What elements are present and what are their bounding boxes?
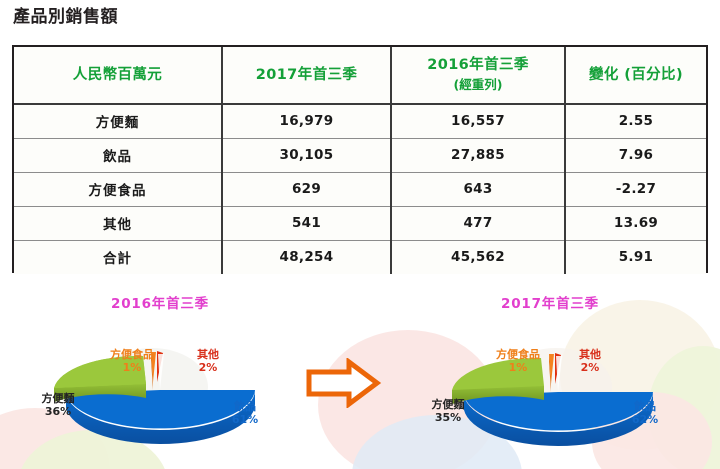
pie-canvas [400, 332, 700, 467]
pie-label-value: 2% [580, 361, 600, 374]
pie-chart-title: 2016年首三季 [111, 296, 209, 312]
row-label: 飲品 [14, 138, 223, 173]
table-row: 方便麵 16,979 16,557 2.55 [14, 104, 706, 139]
pie-label-food: 方便食品 1% [486, 348, 550, 374]
pie-slice-drink [464, 392, 653, 431]
cell-2016: 477 [391, 206, 566, 241]
cell-2016: 16,557 [391, 104, 566, 139]
pie-label-name: 方便食品 [496, 348, 540, 361]
column-header-text: 人民幣百萬元 [72, 66, 163, 83]
pie-slice-food [151, 352, 156, 382]
column-header-text: 2016年首三季 [427, 57, 529, 73]
pie-canvas [10, 332, 310, 467]
pie-label-name: 飲品 [634, 400, 656, 413]
pie-label-name: 飲品 [234, 400, 256, 413]
table-row: 飲品 30,105 27,885 7.96 [14, 138, 706, 173]
pie-label-name: 方便麵 [431, 398, 465, 411]
pie-chart-2017: 2017年首三季 [400, 292, 700, 467]
pie-label-value: 36% [44, 405, 72, 418]
cell-2016: 643 [391, 172, 566, 207]
pie-svg-2017 [452, 353, 653, 446]
table-row-total: 合計 48,254 45,562 5.91 [14, 240, 706, 274]
pie-slice-drink-side [464, 392, 653, 446]
cell-2017: 16,979 [222, 104, 392, 139]
column-header-subtext: (經重列) [453, 77, 503, 92]
cell-change: 7.96 [565, 138, 706, 173]
column-header-text: 變化 (百分比) [588, 66, 683, 83]
pie-slice-food-side [151, 352, 153, 390]
pie-label-value: 2% [198, 361, 218, 374]
pie-slice-food-side [549, 354, 551, 392]
pie-gap [556, 356, 562, 392]
pie-label-drink: 飲品 61% [222, 400, 268, 426]
table-header-row: 人民幣百萬元 2017年首三季 2016年首三季 (經重列) 變化 (百分比) [14, 47, 706, 105]
right-arrow-icon [305, 357, 385, 409]
pie-label-food: 方便食品 1% [100, 348, 164, 374]
cell-2017: 541 [222, 206, 392, 241]
cell-change: 2.55 [565, 104, 706, 139]
pie-slice-drink-side [66, 390, 255, 444]
column-header-change: 變化 (百分比) [565, 47, 706, 105]
pie-label-value: 62% [631, 413, 659, 426]
column-header-text: 2017年首三季 [255, 66, 358, 83]
page-title: 產品別銷售額 [13, 7, 118, 27]
pie-label-value: 61% [231, 413, 259, 426]
cell-2017: 629 [222, 172, 392, 207]
pie-slice-noodle [54, 355, 146, 388]
row-label: 合計 [14, 240, 223, 274]
cell-2017: 30,105 [222, 138, 392, 173]
pie-chart-2016: 2016年首三季 [10, 292, 310, 467]
pie-label-noodle: 方便麵 36% [28, 392, 88, 418]
cell-2017: 48,254 [222, 240, 392, 274]
pie-gap [158, 354, 164, 390]
pie-slice-drink [66, 390, 255, 429]
cell-change: -2.27 [565, 172, 706, 207]
cell-change: 5.91 [618, 249, 654, 266]
pie-label-value: 1% [508, 361, 528, 374]
row-label: 其他 [14, 206, 223, 241]
pie-svg-2016 [54, 351, 255, 444]
table-row: 方便食品 629 643 -2.27 [14, 172, 706, 207]
column-header-unit: 人民幣百萬元 [14, 47, 223, 105]
pie-label-other: 其他 2% [570, 348, 610, 374]
pie-chart-title: 2017年首三季 [501, 296, 599, 312]
pie-label-noodle: 方便麵 35% [418, 398, 478, 424]
row-label: 方便麵 [14, 104, 223, 139]
pie-label-name: 其他 [197, 348, 219, 361]
column-header-2017: 2017年首三季 [222, 47, 392, 105]
pie-label-other: 其他 2% [188, 348, 228, 374]
pie-label-value: 35% [434, 411, 462, 424]
sales-by-product-table: 人民幣百萬元 2017年首三季 2016年首三季 (經重列) 變化 (百分比) [12, 45, 708, 274]
pie-slice-food [549, 354, 554, 384]
cell-change: 13.69 [565, 206, 706, 241]
pie-label-name: 方便食品 [110, 348, 154, 361]
pie-label-drink: 飲品 62% [622, 400, 668, 426]
pie-slice-noodle [452, 357, 544, 390]
table-row: 其他 541 477 13.69 [14, 206, 706, 241]
cell-2016: 27,885 [391, 138, 566, 173]
cell-2016: 45,562 [391, 240, 566, 274]
pie-label-name: 其他 [579, 348, 601, 361]
pie-label-value: 1% [122, 361, 142, 374]
row-label: 方便食品 [14, 172, 223, 207]
pie-label-name: 方便麵 [41, 392, 75, 405]
column-header-2016: 2016年首三季 (經重列) [391, 47, 566, 105]
